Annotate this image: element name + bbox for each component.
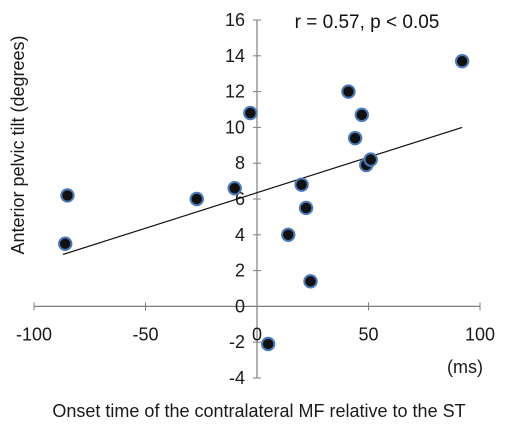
trendline-layer bbox=[62, 126, 463, 256]
data-point bbox=[281, 227, 296, 243]
text-layer: r = 0.57, p < 0.05 (ms) Onset time of the … bbox=[8, 12, 483, 421]
data-point bbox=[227, 181, 242, 196]
trendline bbox=[62, 126, 463, 256]
data-point bbox=[60, 188, 75, 203]
y-axis-title: Anterior pelvic tilt (degrees) bbox=[8, 35, 28, 254]
x-tick-label: 100 bbox=[465, 324, 495, 344]
data-point bbox=[363, 152, 378, 167]
axes-layer: -100 -50 0 50 100 -4 -2 0 2 4 6 8 10 12 14 16 bbox=[16, 10, 495, 388]
data-point bbox=[58, 236, 73, 251]
y-tick-label: 8 bbox=[235, 153, 245, 173]
data-point bbox=[354, 107, 370, 123]
data-point bbox=[303, 274, 318, 289]
x-tick-label: 50 bbox=[358, 324, 378, 344]
correlation-annotation: r = 0.57, p < 0.05 bbox=[295, 12, 440, 33]
y-tick-label: -2 bbox=[229, 332, 245, 352]
data-point bbox=[260, 336, 276, 352]
data-point bbox=[454, 53, 470, 69]
y-tick-label: 2 bbox=[235, 261, 245, 281]
data-point bbox=[189, 191, 204, 207]
x-tick-label: -50 bbox=[132, 324, 158, 344]
data-point bbox=[298, 200, 314, 216]
data-point bbox=[347, 130, 363, 146]
x-unit-label: (ms) bbox=[447, 357, 483, 377]
data-point bbox=[294, 177, 309, 192]
y-tick-label: 6 bbox=[235, 189, 245, 209]
data-points-layer bbox=[58, 53, 470, 352]
y-tick-label: 0 bbox=[235, 296, 245, 316]
y-tick-label: 16 bbox=[225, 10, 245, 30]
x-axis-title: Onset time of the contralateral MF relat… bbox=[52, 401, 465, 421]
y-tick-label: 12 bbox=[225, 82, 245, 102]
x-tick-label: -100 bbox=[16, 324, 52, 344]
y-tick-label: 4 bbox=[235, 225, 245, 245]
y-tick-label: -4 bbox=[229, 368, 245, 388]
x-tick-label: 0 bbox=[252, 324, 262, 344]
data-point bbox=[341, 84, 356, 99]
data-point bbox=[243, 105, 258, 121]
y-tick-label: 14 bbox=[225, 46, 245, 66]
y-tick-label: 10 bbox=[225, 117, 245, 137]
